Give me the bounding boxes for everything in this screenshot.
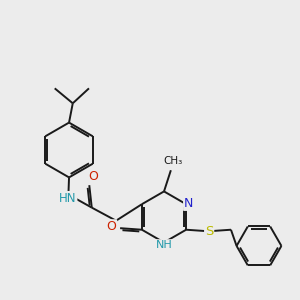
Text: CH₃: CH₃ bbox=[164, 156, 183, 166]
Text: O: O bbox=[88, 170, 98, 183]
Text: O: O bbox=[106, 220, 116, 233]
Text: HN: HN bbox=[59, 192, 76, 205]
Text: NH: NH bbox=[156, 240, 172, 250]
Text: S: S bbox=[205, 225, 213, 238]
Text: N: N bbox=[184, 197, 193, 210]
